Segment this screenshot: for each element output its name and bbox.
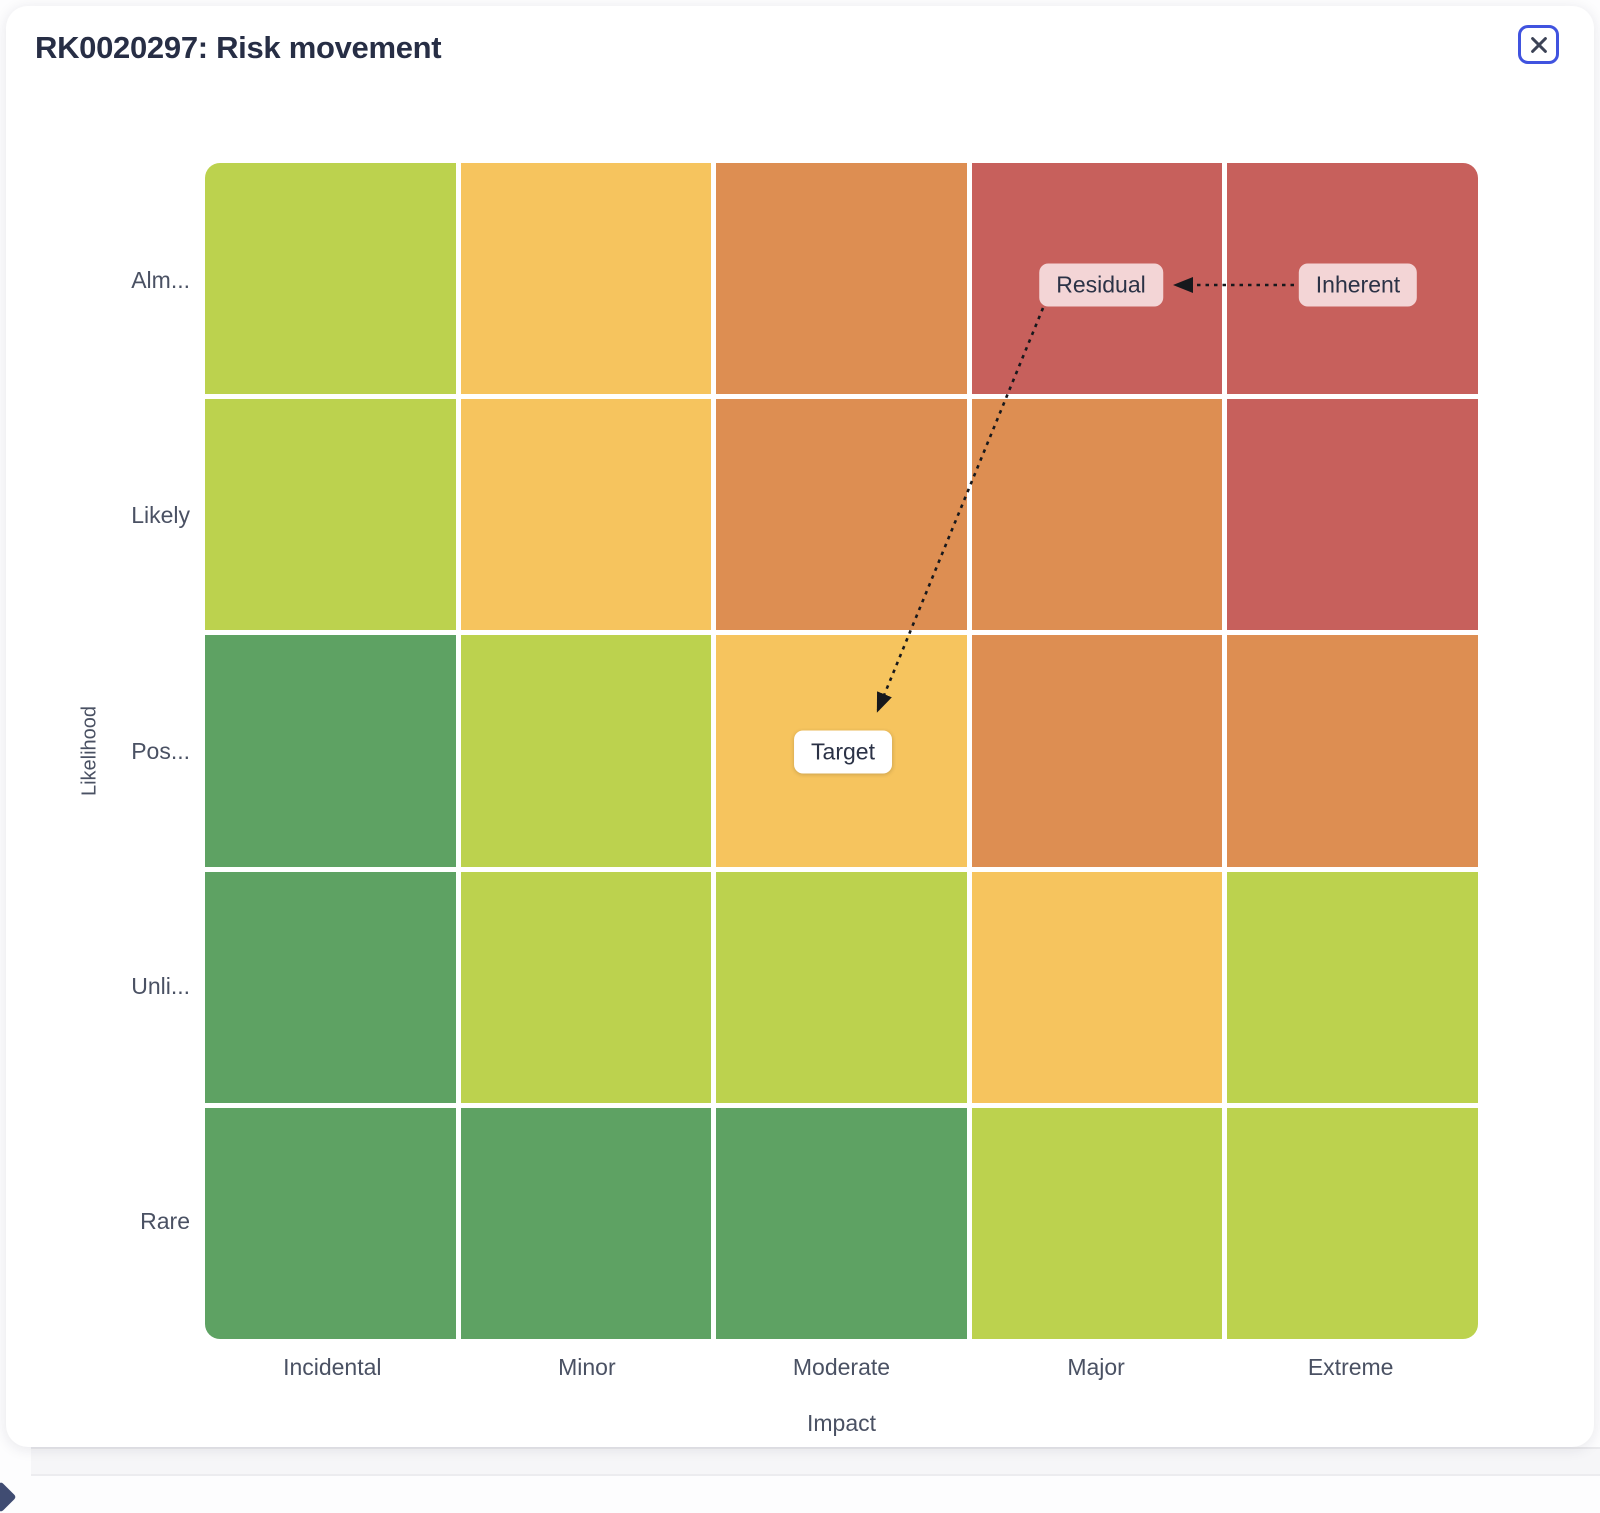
risk-cell-r2-c1 [205, 399, 456, 631]
risk-cell-r2-c3 [716, 399, 967, 631]
x-tick-minor: Minor [558, 1353, 616, 1380]
risk-cell-r5-c3 [716, 1107, 967, 1339]
y-axis-labels: Alm... Likely Pos... Unli... Rare [30, 163, 190, 1339]
risk-cell-r2-c5 [1227, 399, 1478, 631]
risk-cell-r5-c5 [1227, 1107, 1478, 1339]
close-button[interactable] [1518, 25, 1559, 64]
modal-title: RK0020297: Risk movement [35, 30, 442, 65]
y-tick-rare: Rare [140, 1207, 190, 1234]
y-tick-unli: Unli... [131, 972, 190, 999]
target-point-label[interactable]: Target [794, 730, 892, 774]
risk-cell-r2-c4 [971, 399, 1223, 631]
y-tick-pos: Pos... [131, 737, 190, 764]
risk-cell-r4-c1 [205, 871, 456, 1103]
risk-cell-r3-c5 [1227, 635, 1478, 867]
risk-cell-r4-c5 [1227, 871, 1478, 1103]
y-tick-likely: Likely [131, 502, 190, 529]
risk-cell-r1-c3 [716, 163, 967, 395]
x-axis-title: Impact [806, 1410, 877, 1436]
risk-cell-r1-c1 [205, 163, 456, 395]
risk-cell-r5-c1 [205, 1107, 456, 1339]
risk-cell-r3-c2 [460, 635, 712, 867]
risk-cell-r3-c1 [205, 635, 456, 867]
risk-cell-r2-c2 [460, 399, 712, 631]
risk-matrix-grid [205, 163, 1478, 1339]
risk-cell-r5-c4 [971, 1107, 1223, 1339]
x-tick-moderate: Moderate [792, 1353, 891, 1380]
inherent-point-label[interactable]: Inherent [1298, 263, 1418, 307]
x-tick-major: Major [1067, 1353, 1125, 1380]
y-tick-alm: Alm... [131, 267, 190, 294]
background-corner-element [0, 1481, 17, 1513]
background-page-strip [31, 1447, 1600, 1476]
x-axis-labels: Incidental Minor Moderate Major Extreme [205, 1349, 1478, 1385]
risk-cell-r1-c2 [460, 163, 712, 395]
risk-cell-r4-c3 [716, 871, 967, 1103]
residual-point-label[interactable]: Residual [1039, 263, 1163, 307]
risk-cell-r3-c4 [971, 635, 1223, 867]
x-tick-extreme: Extreme [1307, 1353, 1394, 1380]
risk-movement-modal: RK0020297: Risk movement Likelihood Alm.… [6, 6, 1594, 1447]
x-tick-incidental: Incidental [283, 1353, 382, 1380]
close-icon [1530, 36, 1547, 53]
risk-cell-r4-c2 [460, 871, 712, 1103]
risk-cell-r4-c4 [971, 871, 1223, 1103]
risk-cell-r5-c2 [460, 1107, 712, 1339]
